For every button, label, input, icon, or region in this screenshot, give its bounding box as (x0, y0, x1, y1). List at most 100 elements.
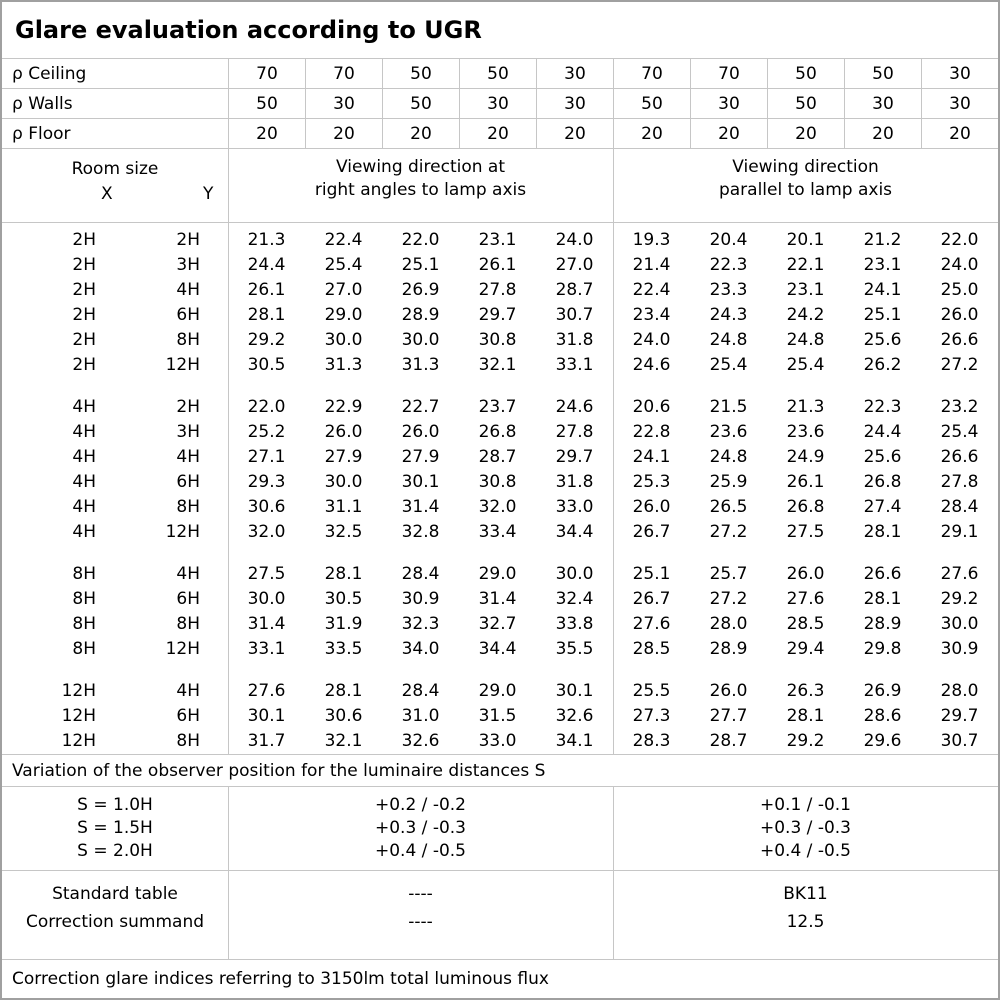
ugr-value: 29.8 (863, 638, 902, 659)
ugr-row: 12H 6H 30.1 30.6 31.0 31.5 32.6 27.3 27.7 28.1 28.… (2, 703, 998, 728)
ugr-value: 23.6 (709, 421, 748, 442)
ugr-value: 31.3 (324, 354, 363, 375)
ugr-value: 26.8 (786, 496, 825, 517)
reflectance-label: ρ Walls (12, 93, 73, 114)
ugr-value: 33.5 (324, 638, 363, 659)
ugr-row: 8H 4H 27.5 28.1 28.4 29.0 30.0 25.1 25.7 26.0 26.6… (2, 561, 998, 586)
ugr-value: 29.3 (247, 471, 286, 492)
ugr-value: 28.4 (401, 563, 440, 584)
ugr-value: 25.4 (709, 354, 748, 375)
ugr-value: 28.5 (632, 638, 671, 659)
ugr-value: 28.1 (863, 588, 902, 609)
spacing-value: +0.3 / -0.3 (760, 818, 851, 838)
reflectance-value: 50 (767, 59, 844, 88)
ugr-value: 23.6 (786, 421, 825, 442)
ugr-value: 21.2 (863, 229, 902, 250)
reflectance-value: 20 (382, 119, 459, 148)
ugr-value: 32.8 (401, 521, 440, 542)
ugr-value: 31.4 (478, 588, 517, 609)
ugr-value: 24.0 (940, 254, 979, 275)
ugr-value: 23.1 (478, 229, 517, 250)
ugr-value: 28.0 (940, 680, 979, 701)
ugr-value: 27.9 (324, 446, 363, 467)
spacing-value: +0.4 / -0.5 (375, 841, 466, 861)
ugr-value: 26.0 (632, 496, 671, 517)
ugr-value: 27.7 (709, 705, 748, 726)
ugr-value: 27.0 (324, 279, 363, 300)
luminaire-spacing-section: S = 1.0H S = 1.5H S = 2.0H +0.2 / -0.2 +0.3 … (2, 787, 998, 871)
reflectance-value: 30 (921, 59, 998, 88)
reflectance-row: ρ Ceiling 70 70 50 50 30 70 70 50 50 30 (2, 59, 998, 89)
ugr-value: 33.0 (555, 496, 594, 517)
ugr-value: 25.3 (632, 471, 671, 492)
ugr-value: 31.3 (401, 354, 440, 375)
spacing-value: +0.1 / -0.1 (760, 795, 851, 815)
x-value: 4H (72, 496, 96, 517)
y-value: 4H (176, 563, 200, 584)
reflectance-value: 20 (459, 119, 536, 148)
reflectance-value: 70 (305, 59, 382, 88)
ugr-value: 30.5 (324, 588, 363, 609)
ugr-value: 22.9 (324, 396, 363, 417)
ugr-value: 27.2 (709, 588, 748, 609)
ugr-value: 30.0 (940, 613, 979, 634)
ugr-value: 29.7 (940, 705, 979, 726)
x-value: 8H (72, 638, 96, 659)
ugr-value: 23.4 (632, 304, 671, 325)
ugr-value: 31.7 (247, 730, 286, 751)
ugr-value: 30.6 (247, 496, 286, 517)
ugr-value: 22.3 (709, 254, 748, 275)
ugr-row: 4H 2H 22.0 22.9 22.7 23.7 24.6 20.6 21.5 21.3 22.3… (2, 394, 998, 419)
reflectance-value: 50 (767, 89, 844, 118)
ugr-value: 29.7 (478, 304, 517, 325)
reflectance-rows: ρ Ceiling 70 70 50 50 30 70 70 50 50 30 ρ Walls 50 30… (2, 59, 998, 149)
ugr-value: 26.7 (632, 521, 671, 542)
ugr-value: 31.5 (478, 705, 517, 726)
ugr-value: 27.2 (709, 521, 748, 542)
ugr-row: 4H 4H 27.1 27.9 27.9 28.7 29.7 24.1 24.8 24.9 25.6… (2, 444, 998, 469)
ugr-value: 27.8 (555, 421, 594, 442)
ugr-value: 33.8 (555, 613, 594, 634)
x-value: 2H (72, 229, 96, 250)
ugr-value: 22.3 (863, 396, 902, 417)
room-size-header: Room size X Y (2, 149, 228, 222)
x-value: 12H (61, 730, 96, 751)
ugr-value: 26.3 (786, 680, 825, 701)
x-value: 4H (72, 421, 96, 442)
ugr-value: 32.1 (324, 730, 363, 751)
ugr-value: 25.4 (940, 421, 979, 442)
ugr-row: 2H 4H 26.1 27.0 26.9 27.8 28.7 22.4 23.3 23.1 24.1… (2, 277, 998, 302)
reflectance-value: 70 (613, 59, 690, 88)
room-size-block: 2H 2H 21.3 22.4 22.0 23.1 24.0 19.3 20.4 20.1 21.2… (2, 227, 998, 377)
ugr-value: 32.0 (247, 521, 286, 542)
ugr-value: 30.9 (940, 638, 979, 659)
y-value: 12H (165, 638, 200, 659)
reflectance-row: ρ Walls 50 30 50 30 30 50 30 50 30 30 (2, 89, 998, 119)
reflectance-value: 30 (921, 89, 998, 118)
ugr-value: 28.7 (478, 446, 517, 467)
reflectance-value: 30 (536, 89, 613, 118)
reflectance-value: 30 (690, 89, 767, 118)
spacing-group1-values: +0.2 / -0.2 +0.3 / -0.3 +0.4 / -0.5 (228, 787, 613, 870)
ugr-value: 23.1 (863, 254, 902, 275)
reflectance-value: 20 (305, 119, 382, 148)
ugr-row: 4H 3H 25.2 26.0 26.0 26.8 27.8 22.8 23.6 23.6 24.4… (2, 419, 998, 444)
reflectance-value: 50 (382, 59, 459, 88)
ugr-value: 26.0 (786, 563, 825, 584)
ugr-row: 4H 6H 29.3 30.0 30.1 30.8 31.8 25.3 25.9 26.1 26.8… (2, 469, 998, 494)
ugr-value: 31.8 (555, 471, 594, 492)
ugr-value: 25.5 (632, 680, 671, 701)
ugr-value: 35.5 (555, 638, 594, 659)
ugr-value: 33.1 (555, 354, 594, 375)
summary-group1-values: ---- ---- (228, 871, 613, 959)
ugr-value: 27.1 (247, 446, 286, 467)
reflectance-value: 50 (613, 89, 690, 118)
reflectance-label: ρ Ceiling (12, 63, 87, 84)
ugr-value: 22.7 (401, 396, 440, 417)
x-value: 4H (72, 471, 96, 492)
ugr-value: 32.6 (401, 730, 440, 751)
spacing-label: S = 2.0H (77, 841, 153, 861)
ugr-value: 24.3 (709, 304, 748, 325)
y-value: 4H (176, 279, 200, 300)
ugr-value: 28.0 (709, 613, 748, 634)
